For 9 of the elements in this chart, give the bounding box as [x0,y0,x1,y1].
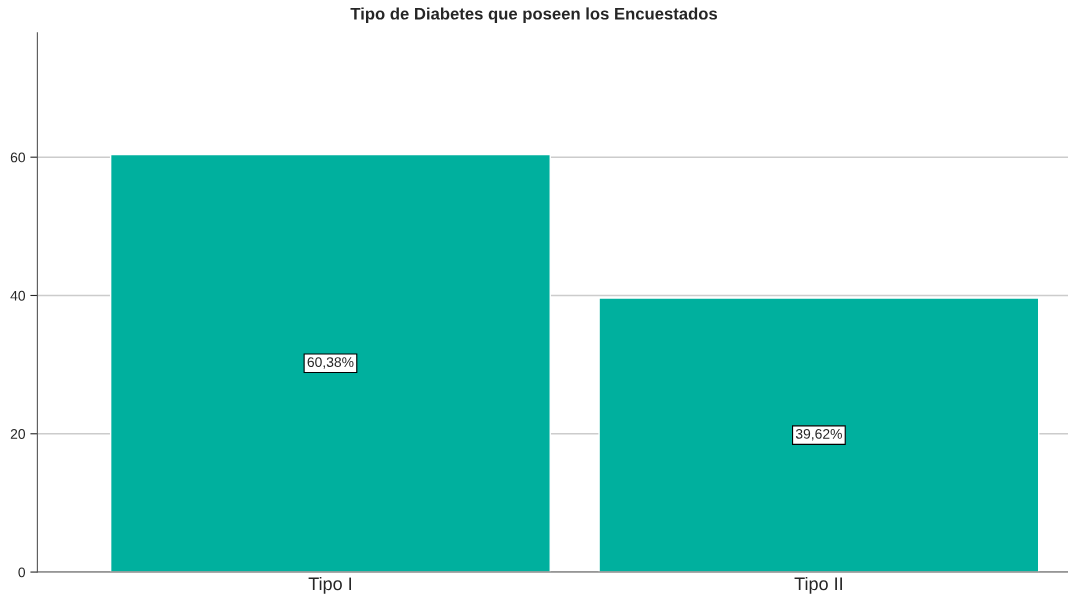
data-label: 60,38% [307,357,354,369]
chart-title: Tipo de Diabetes que poseen los Encuestados [350,7,718,23]
x-tick-label: Tipo II [794,576,842,594]
data-label: 39,62% [795,428,842,441]
x-tick-label: Tipo I [308,576,352,594]
y-tick-label: 60 [10,152,26,163]
y-tick-label: 0 [18,567,26,578]
y-tick-label: 40 [10,290,26,301]
y-tick-label: 20 [10,429,26,439]
